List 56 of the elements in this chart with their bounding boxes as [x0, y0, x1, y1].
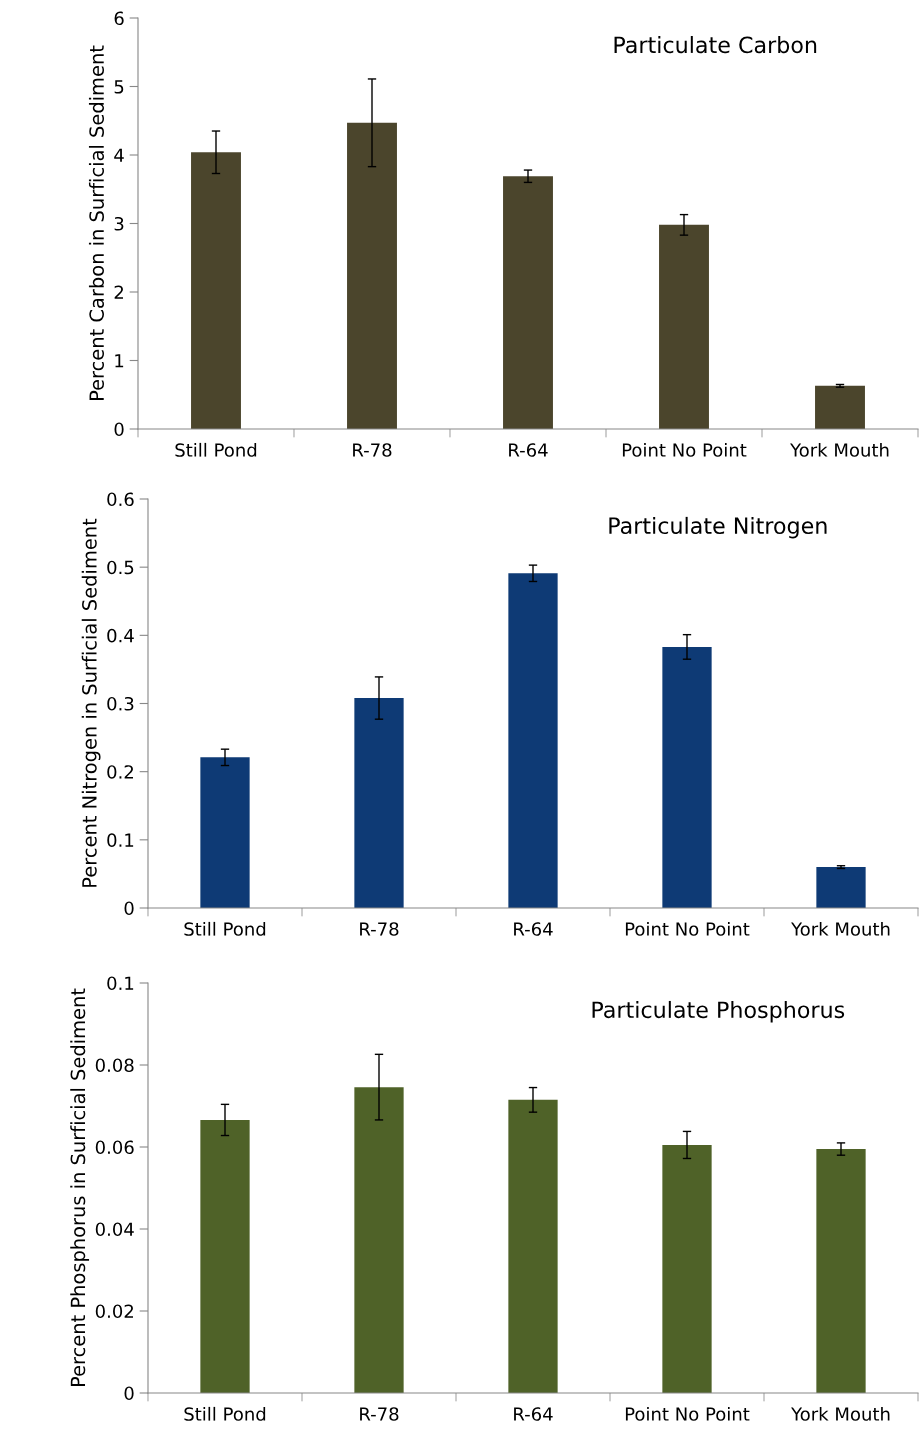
bar	[508, 573, 558, 908]
x-tick-label: Point No Point	[625, 921, 750, 936]
bar	[347, 122, 397, 429]
x-tick-label: Point No Point	[622, 442, 747, 457]
bar	[816, 867, 866, 908]
x-tick-label: Still Pond	[184, 921, 266, 936]
y-tick-label: 4	[114, 148, 124, 162]
y-tick-label: 0.2	[107, 765, 133, 779]
y-tick-label: 0.06	[95, 1140, 134, 1155]
y-tick-label: 0	[114, 422, 124, 437]
bar	[191, 152, 241, 429]
y-tick-label: 0.4	[107, 628, 134, 643]
text: Particulate Carbon	[614, 36, 817, 54]
bar	[200, 1119, 250, 1393]
x-tick-label: York Mouth	[791, 921, 890, 936]
y-tick-label: 0	[124, 1386, 134, 1401]
y-tick-label: 5	[114, 80, 124, 94]
bar	[662, 1144, 712, 1393]
y-tick-label: 1	[115, 354, 124, 368]
x-tick-label: R-78	[360, 1407, 399, 1421]
y-tick-label: 6	[114, 11, 124, 26]
y-tick-label: 0.6	[107, 492, 134, 507]
y-tick-label: 0.1	[107, 833, 134, 847]
bar	[662, 646, 712, 908]
x-tick-label: York Mouth	[790, 442, 889, 457]
y-axis-title: Percent Carbon in Surficial Sediment	[88, 45, 104, 401]
x-tick-label: R-64	[514, 922, 553, 936]
x-tick-label: R-64	[514, 1407, 553, 1421]
bar	[503, 176, 553, 429]
text: Particulate Nitrogen	[609, 516, 827, 539]
bar	[816, 1149, 866, 1393]
bar	[200, 757, 250, 908]
y-tick-label: 0.5	[107, 560, 134, 575]
x-tick-label: York Mouth	[791, 1406, 890, 1421]
y-tick-label: 0.02	[95, 1304, 133, 1319]
x-tick-label: R-78	[353, 443, 392, 457]
y-tick-label: 2	[114, 285, 123, 299]
text: Particulate Phosphorus	[592, 1000, 845, 1023]
bar	[354, 698, 404, 908]
bar	[659, 224, 709, 429]
y-tick-label: 0.3	[107, 696, 134, 711]
x-tick-label: R-64	[509, 443, 548, 457]
y-tick-label: 0.04	[95, 1222, 134, 1237]
x-tick-label: Still Pond	[184, 1406, 266, 1421]
y-tick-label: 3	[114, 216, 124, 231]
y-axis-title: Percent Phosphorus in Surficial Sediment	[70, 988, 90, 1387]
y-tick-label: 0.1	[107, 976, 134, 991]
bar	[815, 385, 865, 429]
x-tick-label: Point No Point	[625, 1406, 750, 1421]
y-axis-title: Percent Nitrogen in Surficial Sediment	[81, 518, 101, 887]
bar	[354, 1087, 404, 1393]
y-tick-label: 0.08	[95, 1058, 134, 1073]
x-tick-label: R-78	[360, 922, 399, 936]
bar	[508, 1099, 558, 1393]
x-tick-label: Still Pond	[175, 442, 257, 457]
y-tick-label: 0	[124, 901, 134, 916]
